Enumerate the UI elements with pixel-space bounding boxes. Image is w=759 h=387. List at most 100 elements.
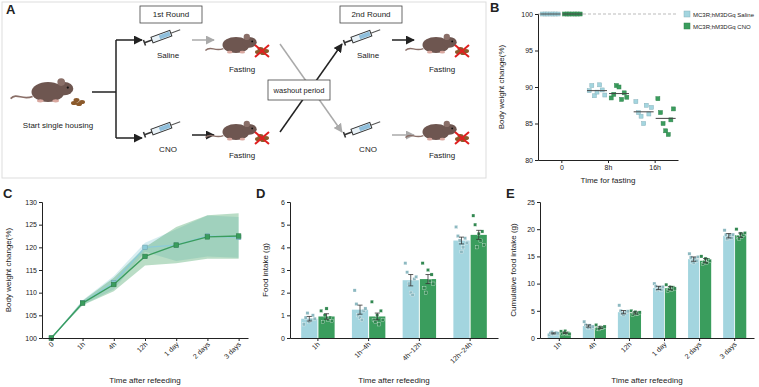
x-tick-label: 2 days	[192, 340, 213, 361]
data-point	[568, 332, 571, 335]
y-tick: 0	[531, 335, 540, 342]
data-point	[454, 225, 457, 228]
y-tick-mark	[287, 247, 290, 248]
series-line	[51, 236, 238, 338]
y-tick-label: 6	[281, 199, 285, 206]
series-points	[540, 12, 653, 126]
data-point	[583, 320, 586, 323]
y-tick: 90	[525, 84, 538, 91]
y-tick-label: 90	[525, 84, 533, 91]
x-tick-label: 8h	[605, 164, 613, 171]
data-point	[323, 314, 326, 317]
plot-area	[548, 228, 747, 338]
fasting-label: Fasting	[429, 151, 455, 160]
error-cap	[563, 332, 568, 333]
x-tick-mark	[114, 338, 115, 341]
syringe-icon	[343, 119, 381, 138]
error-cap	[358, 314, 363, 315]
x-tick-mark	[655, 160, 656, 163]
x-tick: 0	[47, 338, 55, 348]
error-cap	[738, 233, 743, 234]
x-tick-label: 12h	[619, 340, 632, 353]
data-point	[475, 246, 478, 249]
error-cap	[703, 262, 708, 263]
data-point	[411, 293, 414, 296]
data-point	[564, 329, 567, 332]
data-point	[600, 88, 604, 92]
y-tick-mark	[287, 338, 290, 339]
error-whisker	[461, 237, 462, 244]
data-point	[360, 318, 363, 321]
y-tick-mark	[39, 315, 42, 316]
error-bar	[425, 275, 430, 284]
error-whisker	[623, 311, 624, 314]
line-marker	[80, 300, 85, 305]
data-point	[731, 233, 734, 236]
mouse-tail	[405, 135, 423, 137]
y-tick: 15	[527, 253, 540, 260]
y-tick-label: 1	[281, 312, 285, 319]
error-bar	[408, 275, 413, 286]
error-bar	[459, 237, 464, 244]
error-whisker	[693, 257, 694, 261]
error-cap	[598, 328, 603, 329]
series-markers	[49, 234, 241, 341]
data-point	[458, 239, 461, 242]
treatment-label: CNO	[359, 145, 377, 154]
y-tick: 110	[26, 289, 42, 296]
syringe-liquid	[359, 32, 371, 40]
data-point	[688, 252, 691, 255]
data-point	[374, 321, 377, 324]
y-axis-line	[535, 15, 539, 161]
error-cap	[726, 237, 731, 238]
y-tick: 20	[527, 226, 540, 233]
x-tick-label: 12h	[135, 340, 148, 353]
error-bar	[738, 233, 743, 237]
x-tick-label: 4h	[587, 340, 598, 351]
arrow	[116, 137, 142, 139]
data-point	[421, 262, 424, 265]
fasting-label: Fasting	[229, 151, 255, 160]
bar	[453, 241, 469, 338]
treatment-label: CNO	[159, 145, 177, 154]
error-cap	[476, 230, 481, 231]
x-axis-title: Time after refeeding	[611, 376, 682, 385]
series-markers	[49, 234, 241, 341]
y-tick-mark	[537, 229, 540, 230]
no-food-cross	[455, 132, 469, 144]
round-label: 1st Round	[153, 10, 189, 19]
x-tick-label: 0	[560, 164, 564, 171]
y-tick: 95	[525, 47, 538, 54]
y-tick-label: 0	[281, 335, 285, 342]
syringe-barrel	[351, 30, 372, 42]
error-bar	[551, 333, 556, 334]
y-tick: 105	[25, 312, 42, 319]
error-whisker	[670, 287, 671, 290]
mouse-tail	[205, 135, 223, 137]
bar	[665, 288, 676, 338]
line-marker	[236, 234, 241, 239]
x-tick: 1 day	[163, 338, 181, 358]
y-tick: 25	[527, 199, 540, 206]
error-bar	[668, 287, 673, 290]
y-tick-mark	[39, 270, 42, 271]
error-cap	[307, 316, 312, 317]
data-point	[618, 304, 621, 307]
data-point	[622, 91, 626, 95]
data-point	[723, 229, 726, 232]
x-tick-label: 3 days	[223, 340, 244, 361]
x-tick-label: 4h	[107, 340, 118, 351]
x-axis-line	[541, 338, 755, 339]
y-tick: 100	[25, 335, 42, 342]
error-bar	[656, 286, 661, 289]
data-point	[379, 309, 382, 312]
y-tick-mark	[39, 225, 42, 226]
syringe-icon	[143, 27, 181, 46]
data-point	[325, 307, 328, 310]
bar-series	[301, 225, 469, 338]
error-cap	[598, 326, 603, 327]
round-label-box	[140, 6, 202, 23]
syringe-needle	[171, 30, 180, 33]
plot-area	[538, 12, 678, 136]
x-tick-mark	[239, 338, 240, 341]
